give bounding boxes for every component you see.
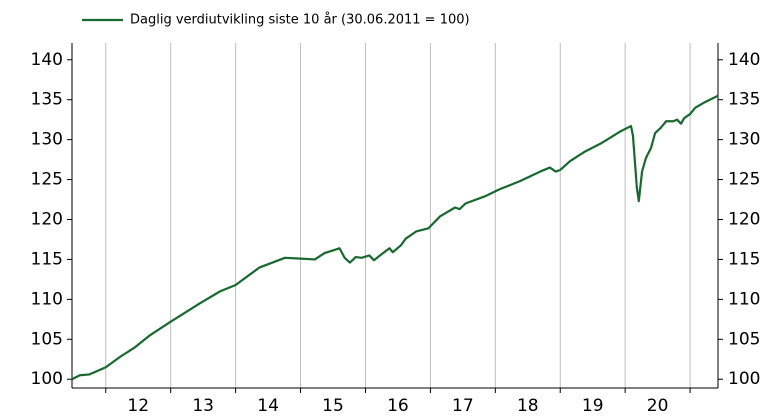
legend-label: Daglig verdiutvikling siste 10 år (30.06… — [130, 13, 470, 28]
x-tick-label: 19 — [582, 396, 604, 416]
y2-tick-label: 140 — [728, 50, 760, 70]
y2-tick-label: 120 — [728, 209, 760, 229]
y-tick-label: 110 — [31, 289, 63, 309]
x-tick-label: 15 — [322, 396, 344, 416]
x-tick-label: 13 — [192, 396, 214, 416]
y-tick-label: 105 — [31, 329, 63, 349]
y-tick-label: 120 — [31, 209, 63, 229]
y-tick-label: 135 — [31, 90, 63, 110]
x-tick-label: 16 — [387, 396, 409, 416]
y2-tick-label: 135 — [728, 90, 760, 110]
y2-tick-label: 110 — [728, 289, 760, 309]
y2-tick-label: 105 — [728, 329, 760, 349]
y-tick-label: 115 — [31, 249, 63, 269]
y-tick-label: 130 — [31, 130, 63, 150]
y2-tick-label: 115 — [728, 249, 760, 269]
x-tick-label: 18 — [517, 396, 539, 416]
y2-tick-label: 125 — [728, 170, 760, 190]
data-line — [71, 94, 719, 381]
x-tick-label: 17 — [452, 396, 474, 416]
y-tick-label: 140 — [31, 50, 63, 70]
x-tick-label: 14 — [257, 396, 279, 416]
y-tick-label: 100 — [31, 369, 63, 389]
y2-tick-label: 100 — [728, 369, 760, 389]
x-tick-label: 12 — [127, 396, 149, 416]
y2-tick-label: 130 — [728, 130, 760, 150]
y-tick-label: 125 — [31, 170, 63, 190]
x-tick-label: 20 — [647, 396, 669, 416]
